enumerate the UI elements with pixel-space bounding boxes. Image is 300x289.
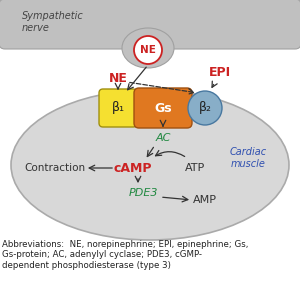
Circle shape [188,91,222,125]
FancyBboxPatch shape [0,0,300,49]
Text: AMP: AMP [193,195,217,205]
FancyBboxPatch shape [134,88,192,128]
Text: NE: NE [140,45,156,55]
Text: NE: NE [109,71,128,84]
Ellipse shape [122,28,174,68]
Text: EPI: EPI [209,66,231,79]
Text: AC: AC [155,133,171,143]
Text: Sympathetic
nerve: Sympathetic nerve [22,11,84,33]
FancyBboxPatch shape [99,89,137,127]
Text: Contraction: Contraction [24,163,85,173]
Circle shape [134,36,162,64]
Text: ATP: ATP [185,163,205,173]
Ellipse shape [11,90,289,240]
Text: PDE3: PDE3 [128,188,158,198]
Text: β₂: β₂ [199,101,212,114]
Text: Abbreviations:  NE, norepinephrine; EPI, epinephrine; Gs,
Gs-protein; AC, adenyl: Abbreviations: NE, norepinephrine; EPI, … [2,240,248,270]
Text: Gs: Gs [154,101,172,114]
Text: β₁: β₁ [112,101,124,114]
Text: Cardiac
muscle: Cardiac muscle [230,147,267,169]
Text: cAMP: cAMP [114,162,152,175]
